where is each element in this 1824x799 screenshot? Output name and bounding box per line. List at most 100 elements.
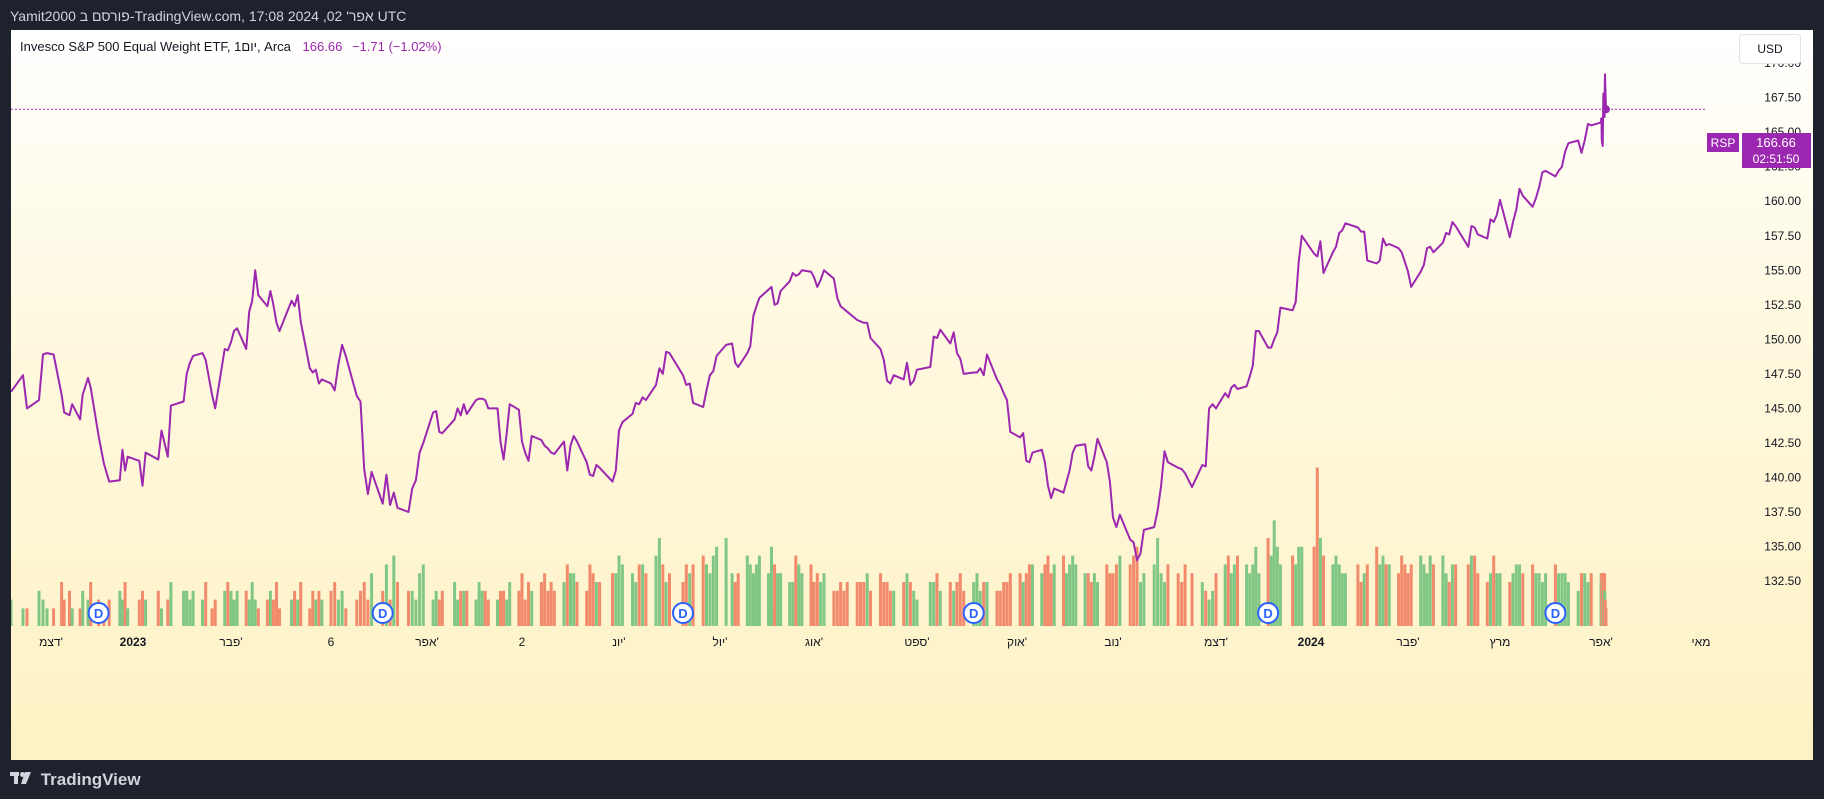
volume-bar <box>70 608 74 626</box>
volume-bar <box>1266 538 1270 626</box>
dividend-marker[interactable]: D <box>371 602 394 624</box>
volume-bar <box>410 590 414 626</box>
volume-bar <box>1183 564 1187 626</box>
volume-bar <box>888 590 892 626</box>
x-tick-label: יונ' <box>612 635 625 649</box>
volume-bar <box>800 573 804 626</box>
chart-pane[interactable]: 132.50 135.00 137.50 140.00 142.50 145.00 147.… <box>11 30 1813 760</box>
dividend-marker-circle <box>962 602 985 624</box>
volume-bar <box>691 564 695 626</box>
x-tick-label: אפר' <box>415 635 439 649</box>
volume-bar <box>1586 582 1590 626</box>
time-axis[interactable]: דצמ' 2023 פבר' 6 אפר' 2 יונ' יול' אוג' ספט' אוק' נו… <box>39 635 1710 649</box>
volume-bar <box>421 564 425 626</box>
volume-bar <box>1128 564 1132 626</box>
volume-bar <box>1269 555 1273 626</box>
volume-bar <box>362 582 366 626</box>
volume-bar <box>543 573 547 626</box>
volume-bar <box>1049 573 1053 626</box>
volume-bar <box>654 555 658 626</box>
y-tick-label: 150.00 <box>1764 332 1801 346</box>
dividend-marker[interactable]: D <box>1544 602 1567 624</box>
volume-bar <box>293 590 297 626</box>
volume-bar <box>418 573 422 626</box>
volume-bar <box>278 608 281 626</box>
volume-bar <box>1444 573 1448 626</box>
volume-bar <box>562 582 566 626</box>
volume-bar <box>839 582 843 626</box>
volume-bar <box>1454 564 1458 626</box>
volume-bar <box>1118 555 1122 626</box>
volume-bar <box>299 582 303 626</box>
volume-bar <box>1027 564 1031 626</box>
volume-bar <box>1229 573 1233 626</box>
volume-bar <box>1511 573 1515 626</box>
volume-bar <box>311 590 315 626</box>
volume-bar <box>1403 564 1407 626</box>
volume-bar <box>52 608 56 626</box>
volume-bar <box>78 608 82 626</box>
volume-bar <box>1159 573 1163 626</box>
dividend-marker[interactable]: D <box>1257 602 1280 624</box>
tradingview-logo[interactable]: TradingView <box>10 770 141 790</box>
volume-bar <box>120 599 124 626</box>
volume-bar <box>137 599 141 626</box>
dividend-marker[interactable]: D <box>962 602 985 624</box>
volume-bar <box>885 582 889 626</box>
volume-bar <box>565 564 569 626</box>
volume-bar <box>1365 564 1369 626</box>
volume-bar <box>1236 555 1239 626</box>
volume-bar <box>1180 582 1184 626</box>
volume-bar <box>869 590 872 626</box>
tradingview-brand: TradingView <box>40 770 141 789</box>
volume-bar <box>1278 564 1282 626</box>
symbol-title[interactable]: Invesco S&P 500 Equal Weight ETF, 1יום, … <box>20 39 291 54</box>
volume-bar <box>210 608 214 626</box>
volume-bar <box>1466 564 1470 626</box>
volume-bar <box>156 590 160 626</box>
volume-bar <box>523 599 527 626</box>
volume-bar <box>41 599 45 626</box>
dividend-marker[interactable]: D <box>87 602 110 624</box>
volume-bar <box>201 599 204 626</box>
volume-bar <box>1381 555 1385 626</box>
volume-bar <box>684 564 688 626</box>
volume-bar <box>1232 564 1236 626</box>
volume-bar <box>751 573 755 626</box>
volume-bar <box>453 582 457 626</box>
x-tick-label: 2 <box>519 635 526 649</box>
volume-bar <box>998 590 1002 626</box>
volume-bar <box>1248 573 1252 626</box>
volume-bar <box>932 582 936 626</box>
volume-bar <box>1002 582 1006 626</box>
volume-bar <box>948 582 952 626</box>
volume-bar <box>414 599 418 626</box>
volume-bar <box>1425 573 1429 626</box>
volume-bar <box>11 599 13 626</box>
volume-bar <box>809 564 813 626</box>
price-chart[interactable]: 132.50 135.00 137.50 140.00 142.50 145.00 147.… <box>11 30 1813 760</box>
volume-bar <box>1294 564 1298 626</box>
volume-bar <box>1031 564 1034 626</box>
volume-bar <box>462 590 466 626</box>
volume-bar <box>68 590 71 626</box>
volume-bar <box>141 590 144 626</box>
volume-bar <box>1046 555 1050 626</box>
dividend-marker-circle <box>371 602 394 624</box>
volume-bar <box>1089 582 1093 626</box>
currency-button[interactable]: USD <box>1739 34 1801 64</box>
x-tick-label: 6 <box>328 635 335 649</box>
volume-bar <box>1318 538 1322 626</box>
dividend-marker[interactable]: D <box>672 602 694 624</box>
dividend-marker-label: D <box>678 606 687 621</box>
volume-bar <box>1447 582 1451 626</box>
x-tick-label: אוק' <box>1007 635 1027 649</box>
x-tick-label: פבר' <box>1396 635 1419 649</box>
volume-bar <box>1553 564 1557 626</box>
volume-bar <box>370 573 374 626</box>
volume-bar <box>1257 573 1261 626</box>
symbol-legend[interactable]: Invesco S&P 500 Equal Weight ETF, 1יום, … <box>20 39 442 54</box>
volume-bar <box>126 608 130 626</box>
volume-bar <box>437 599 441 626</box>
